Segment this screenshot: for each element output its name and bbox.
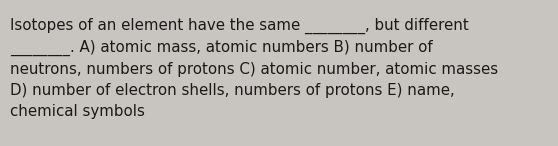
Text: Isotopes of an element have the same ________, but different
________. A) atomic: Isotopes of an element have the same ___…: [10, 18, 498, 119]
